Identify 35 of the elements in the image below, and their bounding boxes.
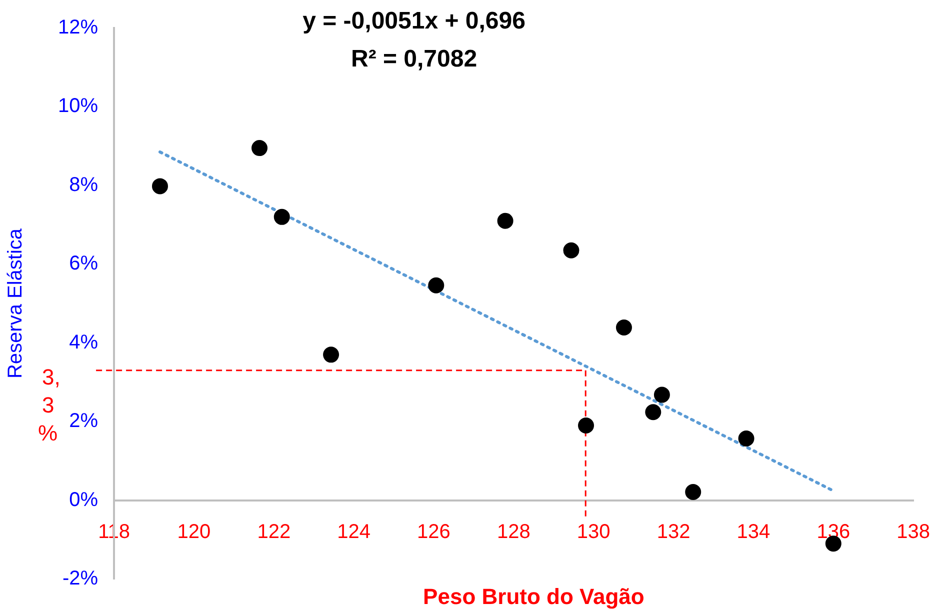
y-tick-label: 2% [69, 410, 98, 432]
point [323, 346, 340, 363]
point [428, 277, 444, 294]
annotation: y = -0,0051x + 0,696 [302, 8, 526, 35]
y-tick-label: -2% [62, 568, 98, 590]
point [616, 320, 632, 336]
x-tick-label: 126 [417, 520, 450, 543]
point [563, 242, 580, 258]
point [274, 208, 290, 225]
y-tick-label: 8% [69, 174, 98, 196]
point [738, 430, 754, 446]
y-tick-label: 12% [58, 16, 98, 39]
x-tick-label: 134 [736, 520, 770, 543]
point [685, 484, 702, 500]
x-tick-label: 124 [337, 520, 371, 543]
x-tick-label: 138 [896, 520, 930, 543]
point [654, 386, 670, 403]
x-tick-label: 128 [496, 520, 530, 543]
x-axis-title: Peso Bruto do Vagão [423, 584, 644, 610]
y-tick-label: 4% [69, 331, 98, 354]
x-tick-label: 122 [257, 520, 291, 543]
x-tick-label: 132 [656, 520, 690, 543]
point [152, 178, 168, 194]
point [578, 418, 594, 434]
y-tick-label: 10% [58, 95, 98, 118]
x-tick-label: 120 [177, 520, 211, 543]
point [645, 404, 662, 420]
point [497, 212, 514, 229]
y-axis-title: Reserva Elástica [4, 228, 27, 379]
y-tick-label: 6% [69, 252, 98, 275]
ref-line-label: 3,3% [38, 364, 60, 446]
annotation: R² = 0,7082 [350, 46, 478, 73]
x-tick-label: 130 [576, 520, 610, 543]
y-tick-label: 0% [69, 488, 98, 511]
point [252, 140, 268, 156]
